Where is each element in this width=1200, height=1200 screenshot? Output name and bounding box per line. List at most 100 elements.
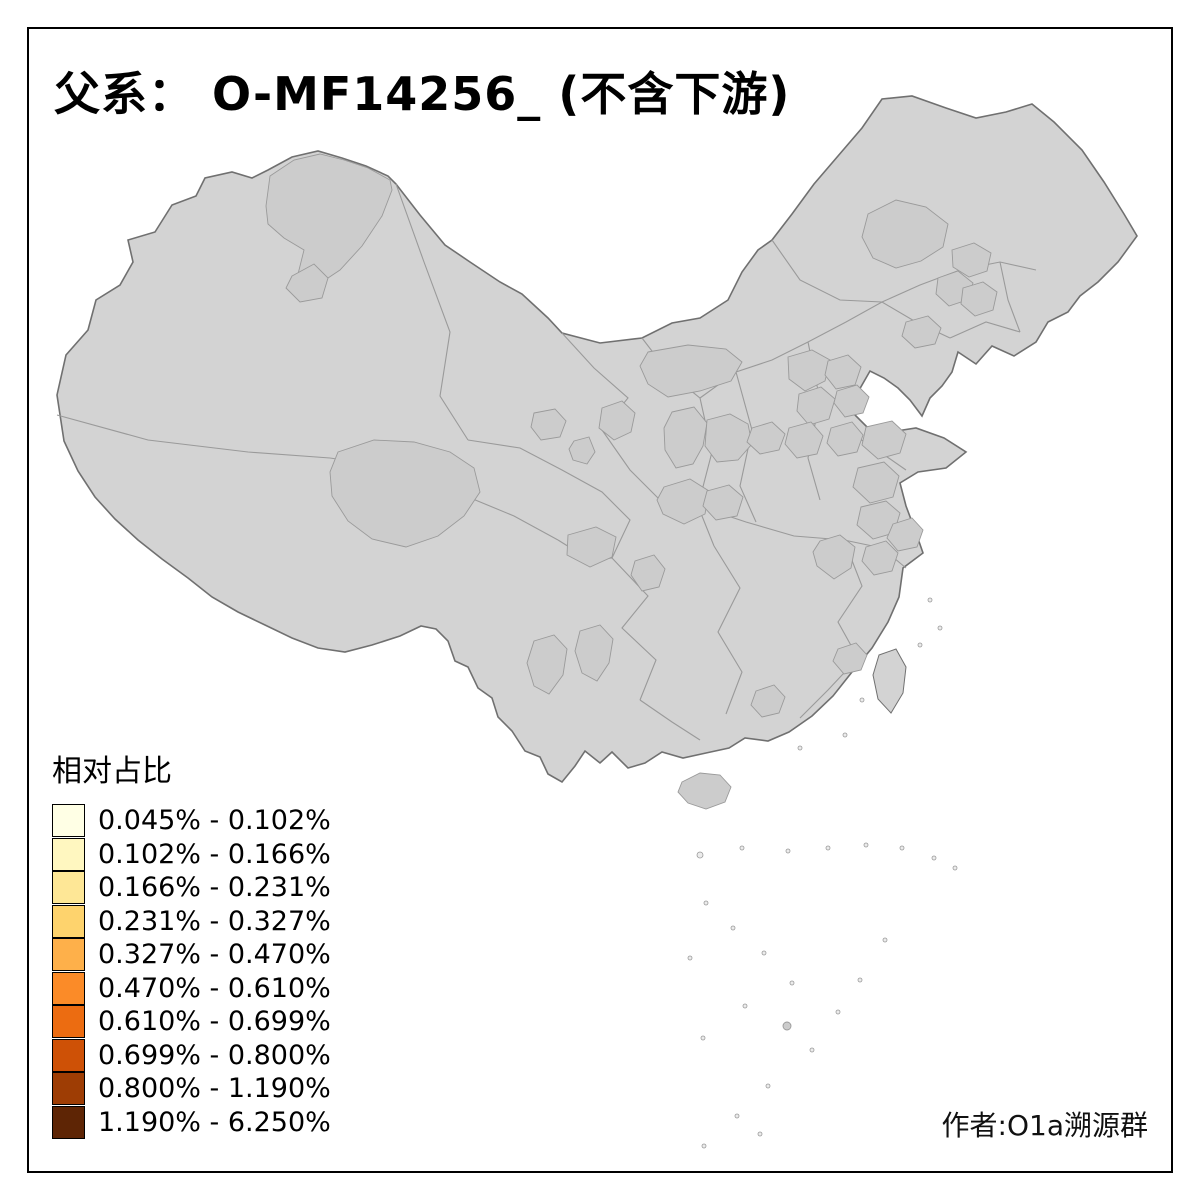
legend-swatch xyxy=(52,804,85,838)
island-speck xyxy=(687,955,693,961)
region-anhui-south xyxy=(861,540,899,576)
province-boundary xyxy=(56,414,331,459)
legend-list: 0.045% - 0.102% 0.102% - 0.166% 0.166% -… xyxy=(52,804,331,1139)
south-china-sea-islands xyxy=(687,597,958,1149)
legend-title: 相对占比 xyxy=(52,754,172,789)
region-north-sichuan xyxy=(566,526,617,568)
legend-swatch xyxy=(52,1038,85,1072)
legend-label: 0.470% - 0.610% xyxy=(98,972,331,1004)
island-speck xyxy=(734,1113,740,1119)
legend-label: 0.231% - 0.327% xyxy=(98,905,331,937)
author-credit: 作者:O1a溯源群 xyxy=(941,1109,1148,1142)
legend-label: 0.800% - 1.190% xyxy=(98,1073,331,1105)
legend-label: 0.045% - 0.102% xyxy=(98,805,331,837)
legend-item: 1.190% - 6.250% xyxy=(52,1105,331,1140)
region-chengdu-area xyxy=(630,554,666,592)
region-central-shanxi xyxy=(796,386,836,426)
legend-swatch xyxy=(52,904,85,938)
island-speck xyxy=(696,851,704,859)
map-title: 父系： O-MF14256_ (不含下游) xyxy=(54,67,791,121)
island-speck xyxy=(835,1009,841,1015)
province-boundary xyxy=(949,321,1021,339)
island-speck xyxy=(842,732,848,738)
region-inner-mongolia-west xyxy=(861,199,949,269)
island-speck xyxy=(859,697,865,703)
island-speck xyxy=(785,848,791,854)
legend-item: 0.800% - 1.190% xyxy=(52,1072,331,1106)
province-boundary xyxy=(713,545,743,715)
region-hexi-corridor xyxy=(639,344,743,398)
region-north-hebei xyxy=(824,354,862,390)
region-ningxia xyxy=(746,421,786,455)
legend-swatch xyxy=(52,1005,85,1039)
island-speck xyxy=(899,845,905,851)
region-guangxi-east xyxy=(750,684,786,718)
legend-swatch xyxy=(52,938,85,972)
region-hainan-island xyxy=(677,772,732,810)
region-jiangsu-coast xyxy=(886,517,924,552)
island-speck xyxy=(701,1143,707,1149)
legend-item: 0.699% - 0.800% xyxy=(52,1038,331,1073)
island-speck xyxy=(927,597,933,603)
legend-item: 0.610% - 0.699% xyxy=(52,1005,331,1039)
taiwan-island xyxy=(872,648,907,714)
region-scs-island xyxy=(782,1021,792,1031)
region-wuhan-area xyxy=(812,534,856,580)
region-beijing-area xyxy=(833,384,870,418)
island-speck xyxy=(857,977,863,983)
region-north-shandong xyxy=(861,420,907,460)
region-wuwei xyxy=(530,408,567,441)
region-northeast-b xyxy=(960,281,998,317)
region-xining xyxy=(704,413,753,463)
legend-label: 0.166% - 0.231% xyxy=(98,872,331,904)
legend-swatch xyxy=(52,871,85,905)
region-guangdong-east xyxy=(832,642,868,675)
legend: 相对占比 0.045% - 0.102% 0.102% - 0.166% 0.1… xyxy=(52,746,331,1139)
region-south-shanxi xyxy=(784,421,824,459)
legend-item: 0.045% - 0.102% xyxy=(52,804,331,838)
province-boundary xyxy=(735,371,757,523)
island-speck xyxy=(952,865,958,871)
island-speck xyxy=(863,842,869,848)
island-speck xyxy=(797,745,803,751)
legend-swatch xyxy=(52,1072,85,1106)
province-boundary xyxy=(771,239,883,303)
legend-label: 1.190% - 6.250% xyxy=(98,1106,331,1138)
legend-label: 0.610% - 0.699% xyxy=(98,1006,331,1038)
legend-item: 0.102% - 0.166% xyxy=(52,837,331,872)
region-northeast-a xyxy=(951,242,992,278)
region-gansu-dot xyxy=(568,436,596,465)
province-boundary xyxy=(639,699,701,741)
island-speck xyxy=(700,1035,706,1041)
legend-swatch xyxy=(52,971,85,1005)
province-boundary xyxy=(999,261,1021,333)
region-shandong-south xyxy=(852,461,900,504)
island-speck xyxy=(809,1047,815,1053)
legend-swatch xyxy=(52,837,85,871)
legend-label: 0.699% - 0.800% xyxy=(98,1039,331,1071)
island-speck xyxy=(825,845,831,851)
island-speck xyxy=(730,925,736,931)
island-speck xyxy=(931,855,937,861)
region-west-yunnan xyxy=(526,634,568,695)
island-speck xyxy=(937,625,943,631)
legend-swatch xyxy=(52,1105,85,1139)
island-speck xyxy=(917,642,923,648)
island-speck xyxy=(739,845,745,851)
legend-item: 0.470% - 0.610% xyxy=(52,971,331,1006)
province-boundary xyxy=(611,557,657,701)
island-speck xyxy=(882,937,888,943)
province-boundary xyxy=(395,183,469,441)
region-lanzhou xyxy=(663,406,708,469)
region-altay-south xyxy=(285,263,329,303)
region-east-henan xyxy=(702,484,744,521)
island-speck xyxy=(757,1131,763,1137)
island-speck xyxy=(761,950,767,956)
region-north-shanxi xyxy=(787,349,831,392)
region-south-qinghai-yushu xyxy=(329,439,481,548)
island-speck xyxy=(789,980,795,986)
region-gansu-south xyxy=(598,400,636,441)
province-boundary xyxy=(467,439,631,559)
island-speck xyxy=(703,900,709,906)
